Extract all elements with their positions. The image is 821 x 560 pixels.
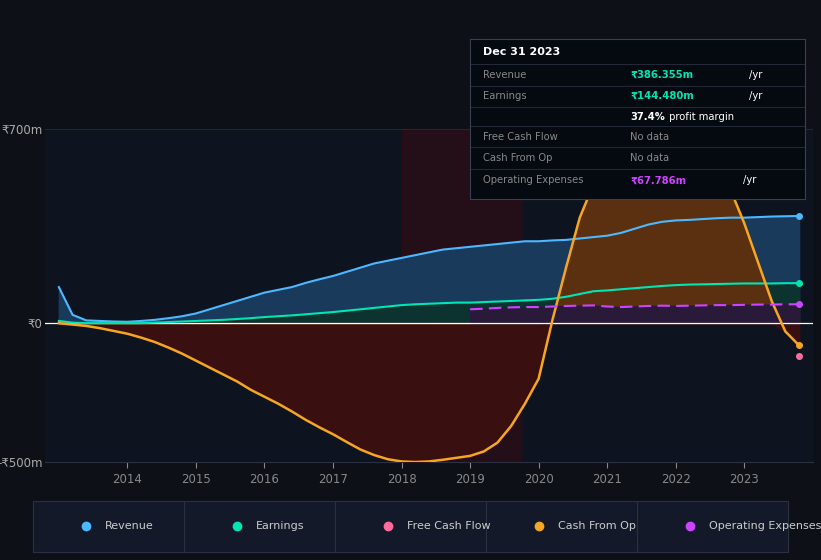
Text: Earnings: Earnings (483, 91, 526, 101)
Text: Cash From Op: Cash From Op (557, 521, 635, 531)
Text: Dec 31 2023: Dec 31 2023 (483, 47, 560, 57)
Text: ₹386.355m: ₹386.355m (631, 70, 694, 80)
Text: No data: No data (631, 153, 669, 163)
Text: /yr: /yr (743, 175, 756, 185)
Text: Free Cash Flow: Free Cash Flow (406, 521, 490, 531)
Text: Cash From Op: Cash From Op (483, 153, 553, 163)
Text: 37.4%: 37.4% (631, 111, 665, 122)
Text: ₹67.786m: ₹67.786m (631, 175, 686, 185)
Text: Earnings: Earnings (255, 521, 304, 531)
Text: Operating Expenses: Operating Expenses (483, 175, 584, 185)
Text: profit margin: profit margin (666, 111, 734, 122)
Text: Operating Expenses: Operating Expenses (709, 521, 821, 531)
Text: Revenue: Revenue (483, 70, 526, 80)
Text: /yr: /yr (750, 91, 763, 101)
Text: No data: No data (631, 132, 669, 142)
Text: /yr: /yr (750, 70, 763, 80)
Bar (401, 129, 521, 462)
Text: Free Cash Flow: Free Cash Flow (483, 132, 557, 142)
Text: Revenue: Revenue (104, 521, 154, 531)
Text: ₹144.480m: ₹144.480m (631, 91, 694, 101)
